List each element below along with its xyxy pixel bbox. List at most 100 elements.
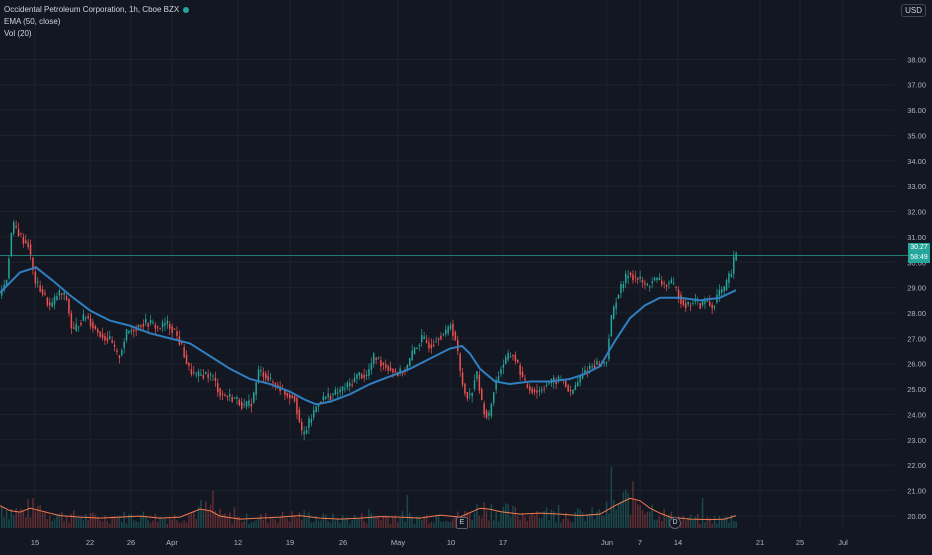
volume-bar (404, 521, 406, 528)
volume-bar (315, 516, 317, 528)
volume-bar (135, 521, 137, 528)
candle-body (632, 274, 634, 281)
x-tick-label: 14 (674, 538, 682, 547)
volume-bar (34, 511, 37, 528)
candle-body (301, 422, 303, 431)
volume-bar (346, 517, 349, 528)
candle-body (718, 289, 721, 297)
volume-bar (608, 513, 610, 528)
candle-body (274, 383, 277, 385)
candle-body (584, 369, 586, 375)
candle-body (531, 388, 533, 393)
candle-body (154, 324, 157, 329)
candle-body (730, 274, 733, 277)
candle-body (332, 393, 334, 396)
volume-bar (20, 508, 22, 528)
currency-button[interactable]: USD (901, 4, 926, 17)
volume-bar (22, 509, 25, 528)
dividend-marker[interactable]: D (669, 517, 681, 529)
candle-body (675, 286, 677, 288)
last-price-badge: 30.27 58:49 (908, 243, 930, 263)
volume-bar (536, 511, 538, 528)
candle-body (87, 316, 89, 319)
volume-bar (629, 514, 632, 528)
candle-body (217, 383, 219, 393)
volume-bar (169, 518, 171, 528)
candle-body (466, 392, 469, 399)
candle-body (291, 395, 293, 398)
volume-bar (416, 516, 418, 528)
volume-bar (723, 517, 725, 528)
volume-bar (233, 507, 236, 528)
candle-body (483, 403, 485, 415)
volume-bar (447, 521, 449, 528)
candle-body (344, 388, 346, 390)
volume-bar (668, 514, 670, 528)
volume-indicator-label[interactable]: Vol (20) (4, 29, 32, 38)
candle-body (13, 222, 15, 234)
candle-body (459, 354, 461, 371)
volume-bar (262, 519, 265, 528)
volume-bar (113, 516, 116, 528)
volume-bar (313, 522, 315, 528)
volume-bar (118, 516, 121, 528)
candle-body (380, 360, 382, 367)
volume-bar (5, 509, 8, 528)
volume-bar (406, 495, 409, 528)
volume-bar (682, 515, 685, 528)
volume-bar (123, 511, 125, 528)
volume-bar (200, 499, 202, 528)
candle-body (579, 376, 581, 383)
candle-body (541, 390, 543, 392)
volume-bar (70, 513, 73, 528)
volume-bar (317, 520, 320, 528)
volume-bar (133, 520, 135, 528)
volume-bar (116, 517, 118, 528)
candle-body (687, 301, 689, 305)
candle-body (509, 356, 512, 358)
candle-body (627, 275, 629, 278)
candle-body (521, 371, 524, 377)
earnings-marker[interactable]: E (456, 517, 468, 529)
candle-body (188, 362, 190, 366)
volume-bar (437, 515, 440, 528)
candle-body (536, 390, 538, 393)
candle-body (176, 331, 178, 336)
candle-body (507, 352, 509, 360)
candle-body (430, 344, 433, 349)
volume-bar (154, 513, 157, 528)
candle-body (106, 337, 109, 342)
candle-body (353, 377, 356, 382)
candle-body (605, 361, 608, 363)
candle-body (327, 393, 329, 398)
candle-body (526, 384, 529, 388)
volume-bar (77, 517, 80, 528)
candle-body (349, 383, 351, 386)
volume-bar (298, 512, 301, 528)
candle-body (109, 336, 111, 340)
volume-bar (279, 517, 281, 528)
candle-body (68, 298, 70, 314)
x-tick-label: 22 (86, 538, 94, 547)
volume-bar (269, 517, 272, 528)
candle-body (205, 372, 207, 375)
volume-bar (339, 523, 341, 528)
candle-body (190, 369, 193, 375)
candle-body (293, 396, 296, 402)
x-tick-label: 26 (127, 538, 135, 547)
candle-body (284, 390, 286, 395)
volume-bar (641, 510, 644, 528)
candle-body (77, 326, 80, 328)
candle-body (639, 276, 641, 279)
candle-body (99, 331, 101, 337)
candle-body (529, 386, 531, 391)
candle-body (440, 335, 442, 340)
volume-bar (61, 511, 63, 528)
volume-bar (574, 512, 577, 528)
candle-body (545, 385, 548, 387)
volume-bar (495, 511, 497, 528)
candle-body (233, 397, 236, 399)
ema-indicator-label[interactable]: EMA (50, close) (4, 17, 61, 26)
